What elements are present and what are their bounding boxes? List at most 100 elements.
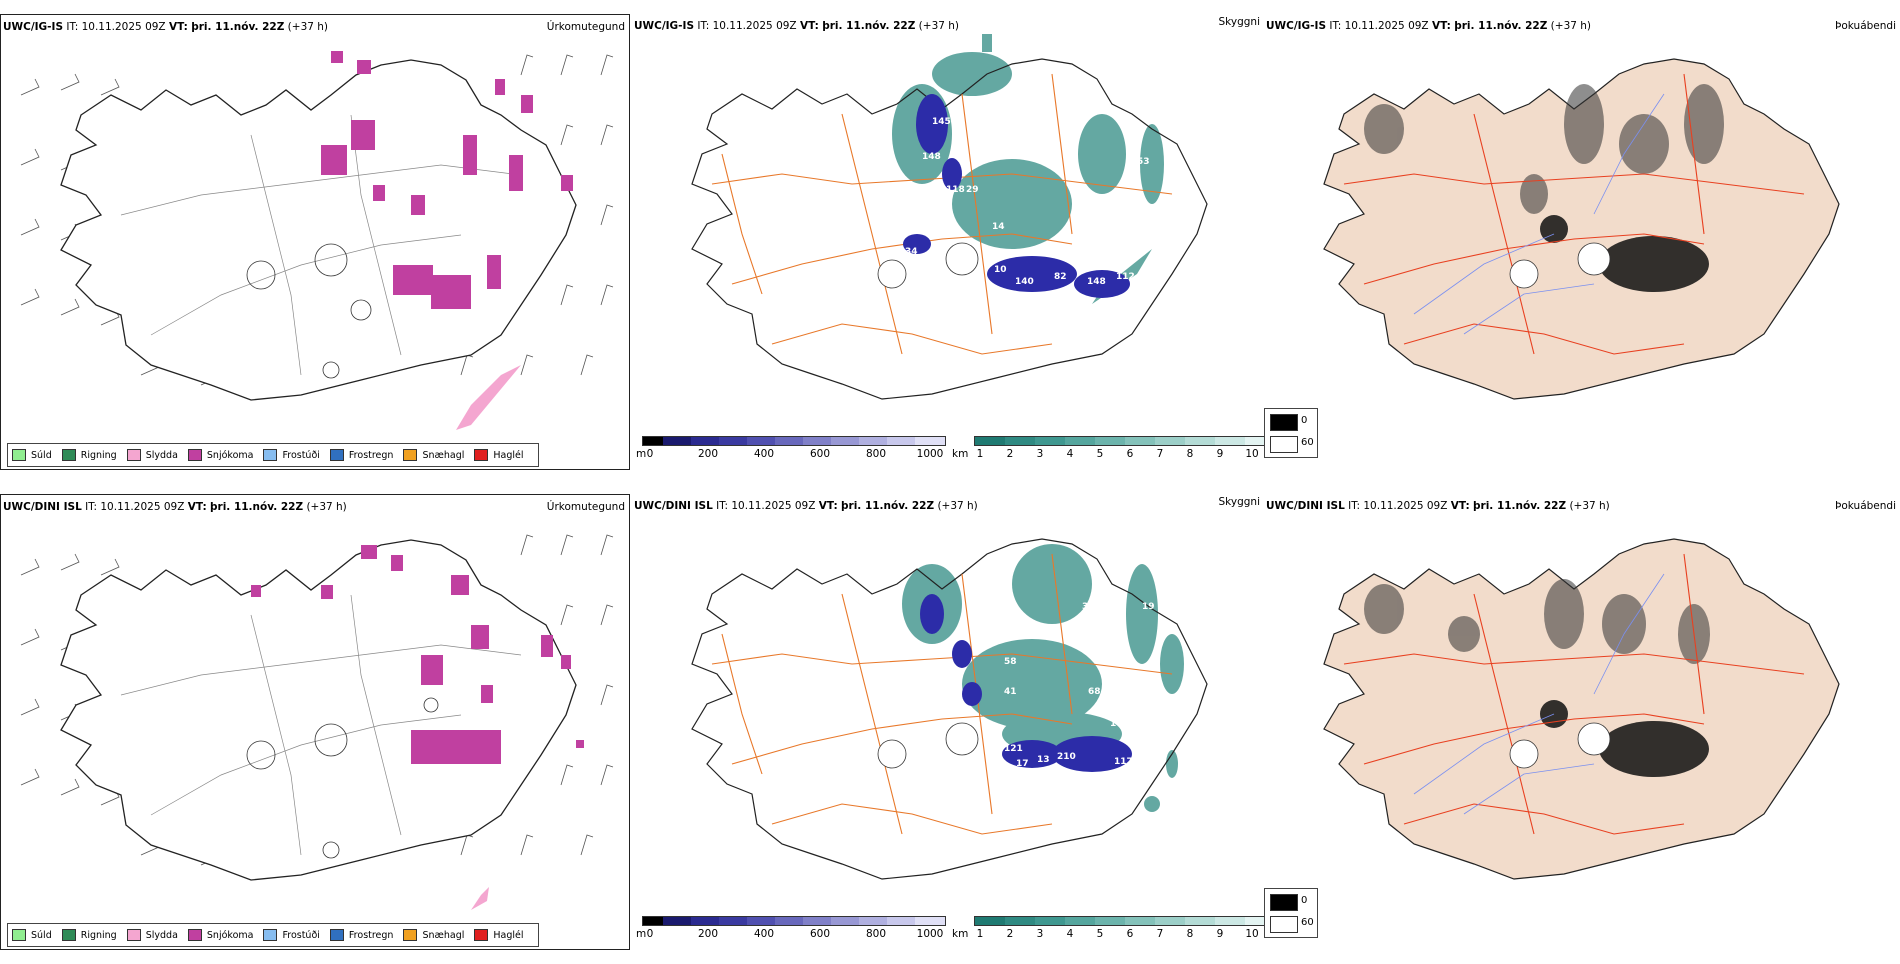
colorbar-unit: m xyxy=(636,928,647,940)
colorbar-tick: 5 xyxy=(1096,448,1104,460)
panel-title: Þokuábendi xyxy=(1835,500,1896,512)
snow-areas xyxy=(321,51,573,309)
colorbar-tick: 9 xyxy=(1216,928,1224,940)
visibility-panel: UWC/DINI ISL IT: 10.11.2025 09Z VT: þri.… xyxy=(632,494,1278,950)
legend-item-frostudi: Frostúði xyxy=(263,929,320,941)
glaciers xyxy=(877,242,979,289)
panel-title: Skyggni xyxy=(1218,16,1261,28)
vis-value-label: 29 xyxy=(966,185,979,195)
panel-header: UWC/IG-IS IT: 10.11.2025 09Z VT: þri. 11… xyxy=(3,21,627,35)
lead-time: (+37 h) xyxy=(1569,500,1610,512)
legend-label: Haglél xyxy=(493,449,524,461)
fog-legend-swatch-60 xyxy=(1270,916,1298,933)
legend-swatch xyxy=(61,449,76,461)
legend-label: Snæhagl xyxy=(422,449,465,461)
vt-label: VT: xyxy=(818,500,838,512)
legend-item-slydda: Slydda xyxy=(126,929,178,941)
legend-label: Slydda xyxy=(145,449,178,461)
vis-value-label: 118 xyxy=(946,185,965,195)
panel-title: Skyggni xyxy=(1218,496,1261,508)
iceland-coastline xyxy=(60,59,577,401)
forecast-row-1: UWC/IG-IS IT: 10.11.2025 09Z VT: þri. 11… xyxy=(0,14,1900,484)
colorbar-ticks: m 0 200 400 600 800 1000 xyxy=(632,928,944,942)
fog-index-panel: UWC/DINI ISL IT: 10.11.2025 09Z VT: þri.… xyxy=(1264,494,1900,950)
colorbar-tick: 6 xyxy=(1126,448,1134,460)
colorbar-tick: 800 xyxy=(865,448,887,460)
fog-legend-swatch-60 xyxy=(1270,436,1298,453)
panel-title: Úrkomutegund xyxy=(546,21,625,33)
model-name: UWC/IG-IS xyxy=(634,20,695,32)
vt-label: VT: xyxy=(187,501,207,513)
fog-legend-label: 60 xyxy=(1301,437,1314,448)
vis-value-label: 121 xyxy=(1004,744,1023,754)
colorbar-tick: 1000 xyxy=(916,448,944,460)
vt-value: þri. 11.nóv. 22Z xyxy=(822,20,916,32)
vis-value-labels: 145 148 118 29 53 49 34 14 140 82 148 11… xyxy=(905,117,1190,287)
vis-value-label: 35 xyxy=(1082,602,1095,612)
vis-value-label: 17 xyxy=(1016,759,1029,769)
it-value: 10.11.2025 09Z xyxy=(100,501,185,513)
legend-item-snjokoma: Snjókoma xyxy=(187,449,253,461)
road-network xyxy=(711,73,1173,355)
legend-label: Slydda xyxy=(145,929,178,941)
rivers xyxy=(1413,573,1665,815)
visibility-map: 145 148 118 29 53 49 34 14 140 82 148 11… xyxy=(691,34,1208,400)
legend-item-sudl: Súld xyxy=(12,449,52,461)
colorbar-tick: 1000 xyxy=(916,928,944,940)
rivers xyxy=(1413,93,1665,335)
colorbar-tick: 0 xyxy=(646,448,654,460)
colorbar-tick: 8 xyxy=(1186,928,1194,940)
vt-label: VT: xyxy=(1431,20,1451,32)
fog-legend-label: 0 xyxy=(1301,895,1308,906)
colorbar-tick: 800 xyxy=(865,928,887,940)
legend-swatch xyxy=(12,449,26,461)
visibility-map: 120 35 19 20 58 68 17 121 210 117 41 13 … xyxy=(691,538,1208,880)
visibility-km-colorbar: km 1 2 3 4 5 6 7 8 9 10 xyxy=(952,436,1278,466)
colorbar-tick: 600 xyxy=(809,928,831,940)
vis-value-label: 148 xyxy=(1087,277,1106,287)
glaciers xyxy=(246,697,439,859)
vis-value-label: 120 xyxy=(917,729,936,739)
legend-item-snjokoma: Snjókoma xyxy=(187,929,253,941)
fog-shading xyxy=(1364,84,1724,214)
snow-areas xyxy=(251,545,584,764)
vt-label: VT: xyxy=(1450,500,1470,512)
colorbar-tick: 7 xyxy=(1156,448,1164,460)
legend-swatch xyxy=(126,929,141,941)
iceland-coastline xyxy=(691,538,1208,880)
it-value: 10.11.2025 09Z xyxy=(731,500,816,512)
visibility-panel: UWC/IG-IS IT: 10.11.2025 09Z VT: þri. 11… xyxy=(632,14,1278,470)
precip-map xyxy=(20,51,614,430)
vis-value-label: 34 xyxy=(905,247,918,257)
legend-label: Frostúði xyxy=(282,929,320,941)
legend-item-haglel: Haglél xyxy=(474,449,524,461)
vt-value: þri. 11.nóv. 22Z xyxy=(841,500,935,512)
vt-label: VT: xyxy=(799,20,819,32)
road-lines xyxy=(120,594,522,856)
fog-dark-area xyxy=(1599,236,1709,292)
legend-label: Rigning xyxy=(80,449,117,461)
visibility-m-colorbar: m 0 200 400 600 800 1000 xyxy=(632,436,946,466)
panel-header: UWC/DINI ISL IT: 10.11.2025 09Z VT: þri.… xyxy=(634,496,1262,514)
it-label: IT: xyxy=(716,500,729,512)
sleet-streak xyxy=(456,365,521,430)
fog-dark-area xyxy=(1599,721,1709,777)
colorbar-ticks: m 0 200 400 600 800 1000 xyxy=(632,448,944,462)
legend-swatch xyxy=(474,449,489,461)
it-label: IT: xyxy=(66,21,79,33)
colorbar-tick: 3 xyxy=(1036,448,1044,460)
lead-time: (+37 h) xyxy=(306,501,347,513)
colorbar-tick: 4 xyxy=(1066,448,1074,460)
legend-swatch xyxy=(474,929,489,941)
glaciers xyxy=(1509,722,1611,769)
colorbar-strip xyxy=(974,436,1278,446)
colorbar-unit: km xyxy=(952,448,969,460)
low-vis-areas xyxy=(903,94,1130,298)
panel-header: UWC/IG-IS IT: 10.11.2025 09Z VT: þri. 11… xyxy=(1266,20,1898,34)
model-name: UWC/DINI ISL xyxy=(1266,500,1345,512)
legend-item-snaehagl: Snæhagl xyxy=(403,449,464,461)
it-value: 10.11.2025 09Z xyxy=(712,20,797,32)
precip-map xyxy=(20,534,614,910)
colorbar-tick: 8 xyxy=(1186,448,1194,460)
visibility-km-colorbar: km 1 2 3 4 5 6 7 8 9 10 xyxy=(952,916,1278,946)
